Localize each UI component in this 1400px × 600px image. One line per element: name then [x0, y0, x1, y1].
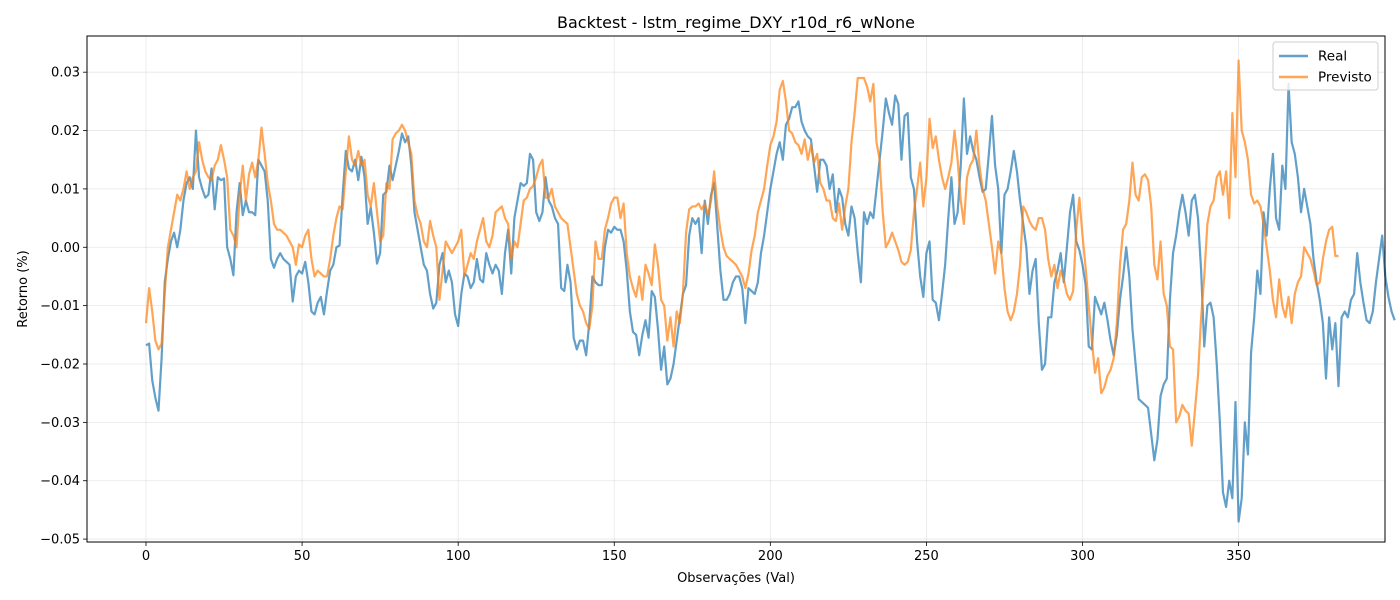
chart-title: Backtest - lstm_regime_DXY_r10d_r6_wNone [557, 13, 915, 33]
x-tick-label: 200 [758, 549, 783, 564]
series-line-previsto [144, 59, 1339, 447]
x-tick-label: 100 [446, 549, 471, 564]
legend-label-real: Real [1318, 49, 1347, 65]
y-tick-label: −0.01 [40, 299, 80, 314]
y-tick-label: 0.02 [51, 124, 80, 139]
x-tick-label: 0 [142, 549, 150, 564]
x-axis-ticks: 0 50 100 150 200 250 300 350 [142, 542, 1251, 564]
legend-label-previsto: Previsto [1318, 70, 1372, 86]
y-tick-label: −0.05 [40, 533, 80, 548]
y-tick-label: 0.03 [51, 66, 80, 81]
x-tick-label: 150 [602, 549, 627, 564]
y-tick-label: 0.00 [51, 241, 80, 256]
series-lines [144, 59, 1396, 523]
plot-frame [86, 35, 1386, 543]
x-tick-label: 50 [294, 549, 311, 564]
x-axis-label: Observações (Val) [677, 571, 795, 586]
y-tick-label: −0.04 [40, 474, 80, 489]
y-axis-label: Retorno (%) [16, 250, 31, 327]
y-tick-label: −0.02 [40, 357, 80, 372]
x-tick-label: 350 [1226, 549, 1251, 564]
y-axis-ticks: −0.05 −0.04 −0.03 −0.02 −0.01 0.00 0.01 0.02 0.0… [40, 66, 87, 548]
x-tick-label: 300 [1070, 549, 1095, 564]
y-tick-label: 0.01 [51, 182, 80, 197]
x-tick-label: 250 [914, 549, 939, 564]
y-tick-label: −0.03 [40, 416, 80, 431]
legend: Real Previsto [1272, 41, 1379, 91]
